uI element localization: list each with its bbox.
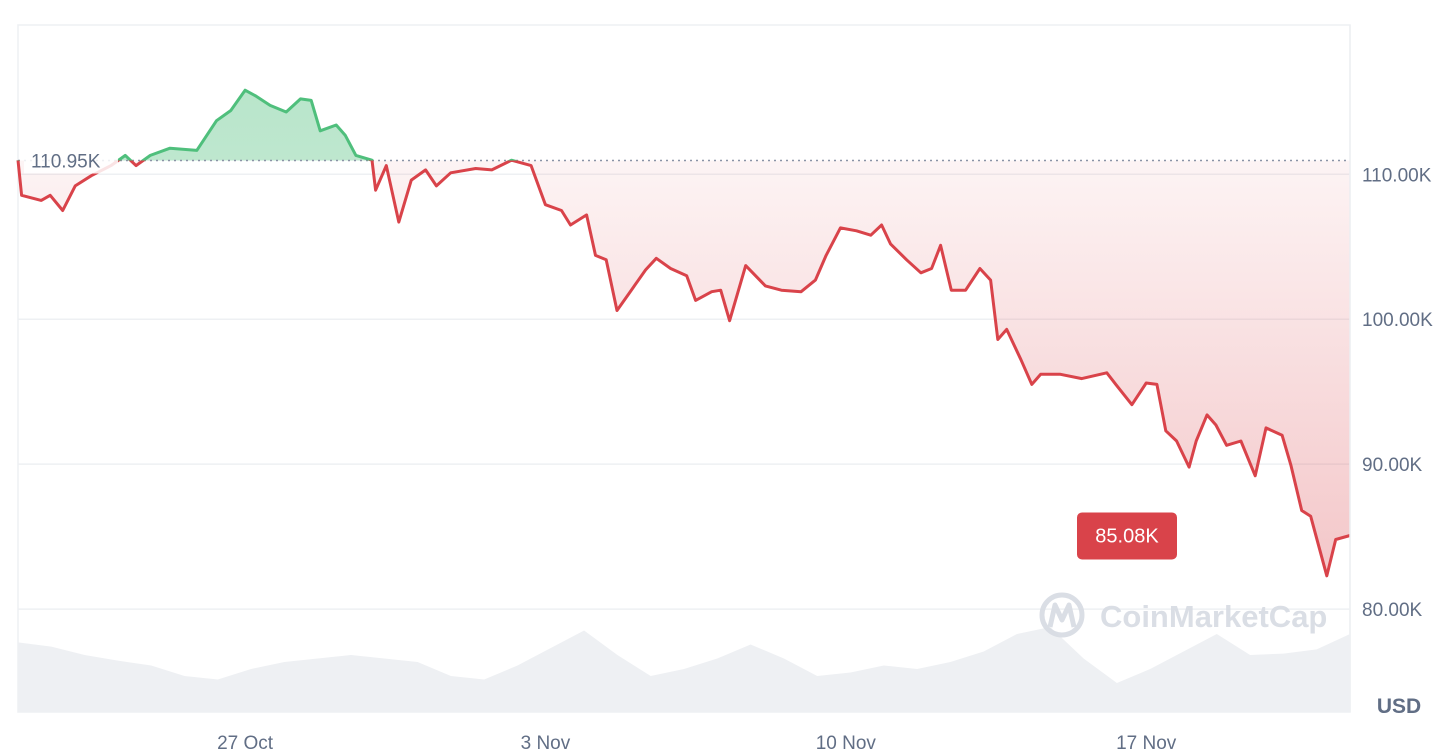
- x-axis: 27 Oct 3 Nov 10 Nov 17 Nov: [217, 733, 1177, 754]
- area-above-baseline: [18, 90, 513, 161]
- x-tick-label: 27 Oct: [217, 733, 274, 754]
- baseline-label-bg: [24, 147, 118, 174]
- x-tick-label: 10 Nov: [816, 733, 877, 754]
- watermark-logo: CoinMarketCap: [1039, 592, 1327, 638]
- price-line-down: [16, 160, 1351, 578]
- baseline-label: 110.95K: [31, 152, 101, 173]
- y-tick-label: 110.00K: [1362, 165, 1432, 186]
- last-price-badge: [1077, 512, 1177, 560]
- watermark-text: CoinMarketCap: [1100, 599, 1327, 634]
- y-tick-label: 90.00K: [1362, 455, 1423, 476]
- price-line-up: [16, 88, 519, 161]
- y-tick-label: 80.00K: [1362, 600, 1423, 621]
- currency-label: USD: [1377, 695, 1421, 718]
- x-tick-label: 17 Nov: [1116, 733, 1177, 754]
- y-tick-label: 100.00K: [1362, 310, 1433, 331]
- x-tick-label: 3 Nov: [521, 733, 571, 754]
- volume-area: [18, 627, 1350, 712]
- last-price-label: 85.08K: [1095, 525, 1159, 547]
- area-below-baseline: [18, 160, 1350, 576]
